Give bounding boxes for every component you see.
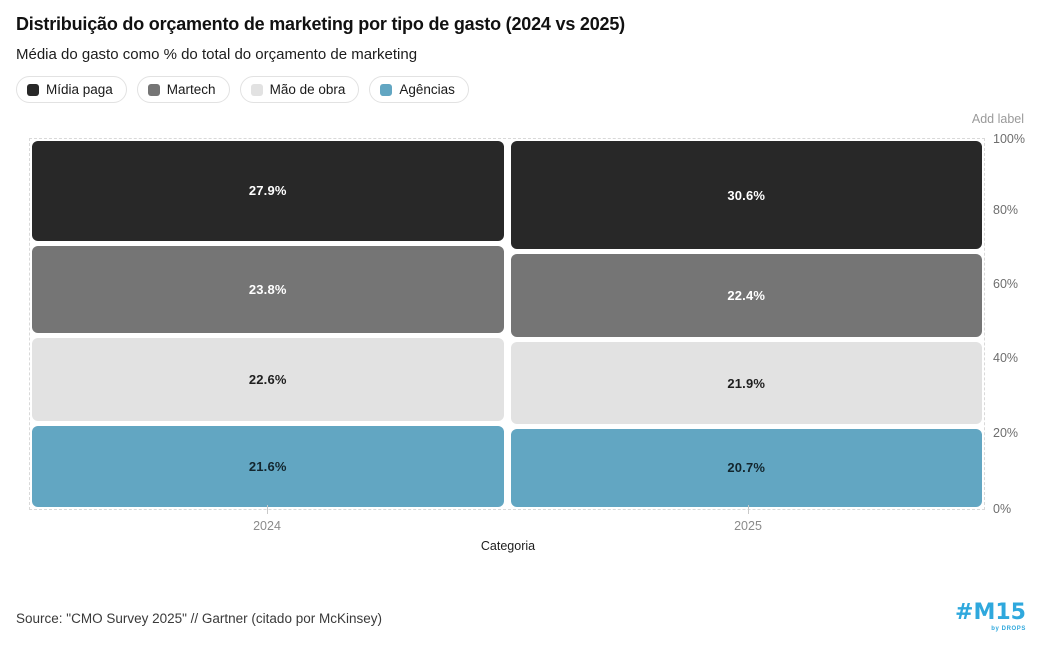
legend-swatch-icon bbox=[380, 83, 393, 96]
page-subtitle: Média do gasto como % do total do orçame… bbox=[16, 46, 418, 63]
stacked-bar-2024: 27.9% 23.8% 22.6% 21.6% bbox=[32, 141, 504, 507]
x-axis-tick-mark bbox=[267, 505, 268, 514]
segment-value-label: 20.7% bbox=[727, 460, 766, 476]
logo-text: #M15 bbox=[955, 600, 1026, 625]
legend-label: Agências bbox=[399, 82, 455, 97]
y-axis-tick-label: 100% bbox=[993, 132, 1025, 146]
plot-area: 27.9% 23.8% 22.6% 21.6% 30.6% 22.4% 21.9… bbox=[29, 138, 985, 510]
y-axis-tick-label: 40% bbox=[993, 351, 1019, 365]
bar-segment-2025-agencias[interactable]: 20.7% bbox=[510, 428, 982, 507]
bar-segment-2024-midia-paga[interactable]: 27.9% bbox=[32, 141, 504, 241]
source-attribution: Source: "CMO Survey 2025" // Gartner (ci… bbox=[16, 611, 382, 626]
legend-item-midia-paga[interactable]: Mídia paga bbox=[16, 76, 127, 103]
stacked-bar-2025: 30.6% 22.4% 21.9% 20.7% bbox=[510, 141, 982, 507]
x-axis-tick-label-2025: 2025 bbox=[734, 519, 762, 533]
segment-value-label: 21.6% bbox=[248, 459, 287, 475]
x-axis-tick-mark bbox=[748, 505, 749, 514]
legend-swatch-icon bbox=[27, 83, 39, 96]
legend-swatch-icon bbox=[147, 83, 160, 96]
bar-segment-2025-mao-de-obra[interactable]: 21.9% bbox=[510, 342, 982, 424]
add-label-control[interactable]: Add label bbox=[971, 112, 1024, 126]
segment-value-label: 27.9% bbox=[248, 183, 287, 199]
legend-item-agencias[interactable]: Agências bbox=[369, 76, 469, 103]
page-title: Distribuição do orçamento de marketing p… bbox=[16, 14, 625, 34]
bar-segment-2024-agencias[interactable]: 21.6% bbox=[32, 426, 504, 507]
segment-value-label: 30.6% bbox=[727, 187, 766, 203]
x-axis-tick-label-2024: 2024 bbox=[253, 519, 281, 533]
legend-item-martech[interactable]: Martech bbox=[136, 76, 230, 103]
logo-subtext: by DROPS bbox=[991, 626, 1026, 632]
segment-value-label: 23.8% bbox=[248, 281, 287, 297]
m15-logo: #M15 by DROPS bbox=[955, 600, 1026, 633]
y-axis-tick-label: 0% bbox=[993, 502, 1012, 516]
legend-label: Mídia paga bbox=[46, 82, 113, 97]
legend: Mídia paga Martech Mão de obra Agências bbox=[16, 76, 469, 103]
legend-item-mao-de-obra[interactable]: Mão de obra bbox=[239, 76, 360, 103]
segment-value-label: 22.6% bbox=[248, 372, 287, 388]
bar-segment-2025-midia-paga[interactable]: 30.6% bbox=[510, 141, 982, 250]
bar-segment-2025-martech[interactable]: 22.4% bbox=[510, 254, 982, 338]
segment-value-label: 21.9% bbox=[727, 375, 766, 391]
y-axis-tick-label: 80% bbox=[993, 203, 1019, 217]
y-axis-tick-label: 60% bbox=[993, 277, 1019, 291]
segment-value-label: 22.4% bbox=[727, 288, 766, 304]
legend-label: Martech bbox=[166, 82, 216, 97]
legend-label: Mão de obra bbox=[269, 82, 346, 97]
bar-segment-2024-martech[interactable]: 23.8% bbox=[32, 245, 504, 333]
x-axis-title: Categoria bbox=[480, 539, 536, 553]
bar-segment-2024-mao-de-obra[interactable]: 22.6% bbox=[32, 337, 504, 422]
legend-swatch-icon bbox=[250, 83, 263, 96]
y-axis-tick-label: 20% bbox=[993, 426, 1019, 440]
